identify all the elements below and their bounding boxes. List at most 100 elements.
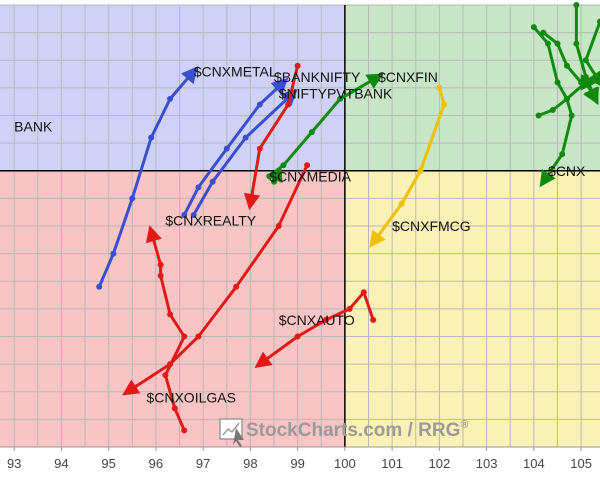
series-label: $CNXFMCG [392,218,471,234]
series-label: $CNXFIN [378,69,438,85]
tail-point [167,311,174,318]
series--cnx-5 [540,29,598,91]
x-tick-label: 98 [243,456,257,471]
tail-point [171,405,178,412]
series--cnxoilgas-2 [122,162,311,396]
tail-point [195,333,202,340]
tail-point [563,95,570,102]
series--cnxrealty [181,77,289,218]
x-tick-label: 100 [334,456,356,471]
tail-point [554,79,561,86]
x-tick-label: 95 [101,456,115,471]
series-label: $CNXMEDIA [269,168,351,184]
tail-point [294,333,301,340]
tail-point [441,101,448,108]
series-label: $CNX [548,163,586,179]
tail-point [370,316,377,323]
tail-point [271,178,278,185]
tail-point [360,289,367,296]
series-labels: BANK $CNXMETAL$BANKNIFTY $CNXFIN$NIFTYPVTB… [14,63,586,405]
tail-point [545,40,552,47]
tail-point [157,272,164,279]
watermark-product: RRG [418,420,460,441]
x-tick-label: 103 [476,456,498,471]
tail-point [129,195,136,202]
tail-point [242,134,249,141]
tail-point [578,79,585,86]
tail-point [417,167,424,174]
series--cnxmedia [267,164,283,185]
tail-point [582,73,589,80]
series--banknifty [243,62,301,211]
tail-point [256,101,263,108]
tail-point [190,211,197,218]
tail-point [554,40,561,47]
tail-point [563,62,570,69]
tail-point [597,18,600,25]
tail-point [181,211,188,218]
tail-point [167,361,174,368]
tail-point [223,145,230,152]
series-label: $CNXREALTY [165,212,256,228]
tail-point [573,40,580,47]
x-tick-label: 105 [570,456,592,471]
series-tails [96,2,600,434]
tail-line [122,163,309,396]
tail-point [181,333,188,340]
x-axis-band [0,447,600,478]
tail-point [96,283,103,290]
series--cnxfmcg [369,84,448,248]
tail-line [254,290,375,368]
stockcharts-logo-icon [219,418,244,447]
tail-point [308,129,315,136]
x-tick-label: 104 [523,456,545,471]
x-axis: 93 94 95 96 97 98 99 100 101 102 103 104 105 [0,446,600,478]
tail-point [157,261,164,268]
watermark-separator: / [402,420,418,441]
x-tick-label: 101 [381,456,403,471]
series-label: BANK [14,119,53,135]
tail-point [398,200,405,207]
watermark-brand: StockCharts.com [246,420,402,441]
series-label: $BANKNIFTY [274,69,361,85]
tail-point [256,145,263,152]
tail-point [167,95,174,102]
tail-point [275,223,282,229]
watermark: StockCharts.com / RRG® [219,418,468,447]
x-tick-label: 96 [149,456,163,471]
tail-point [559,151,566,158]
tail-line [97,66,198,289]
watermark-registered: ® [460,419,468,431]
series--cnxoilgas [145,225,188,434]
svg-text:StockCharts.com / RRG®: StockCharts.com / RRG® [246,419,468,441]
tail-point [530,24,537,31]
series-label: $CNXOILGAS [146,389,235,405]
tail-point [582,57,589,64]
series--cnxmetal [96,66,198,290]
series-label: $CNXMETAL [194,63,277,79]
series--cnxauto [254,289,377,368]
tail-point [540,29,547,36]
tail-point [337,95,344,102]
x-tick-label: 99 [290,456,304,471]
series-label: $NIFTYPVTBANK [279,85,393,101]
series-label: $CNXAUTO [279,312,355,328]
tail-point [573,2,580,8]
tail-point [148,134,155,141]
tail-point [110,250,117,257]
tail-point [209,178,216,185]
tail-point [322,316,329,323]
tail-point [436,84,443,91]
x-tick-label: 93 [7,456,21,471]
tail-point [233,283,240,290]
tail-line [243,64,300,211]
tail-point [568,112,575,119]
x-tick-label: 97 [196,456,210,471]
tail-point [304,162,311,169]
tail-point [162,372,169,379]
tail-point [346,305,353,312]
tail-line [192,88,298,217]
tail-point [195,184,202,191]
